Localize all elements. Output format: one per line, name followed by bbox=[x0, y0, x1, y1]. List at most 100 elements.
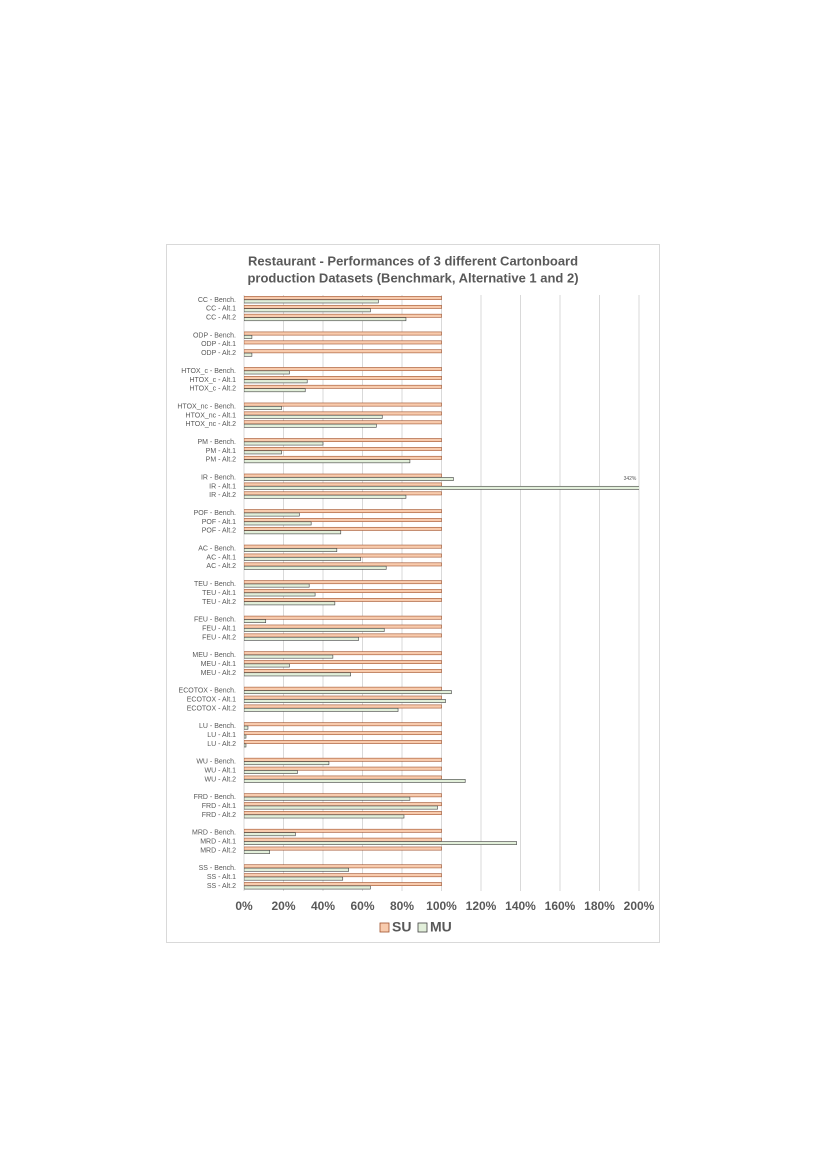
y-tick-label: PM - Alt.1 bbox=[206, 448, 236, 455]
y-tick-label: CC - Alt.1 bbox=[206, 306, 236, 313]
bar bbox=[244, 669, 442, 673]
y-tick-label: ODP - Bench. bbox=[193, 332, 236, 339]
x-tick-label: 180% bbox=[584, 899, 615, 913]
y-tick-label: HTOX_c - Alt.1 bbox=[189, 377, 236, 384]
y-tick-label: LU - Alt.2 bbox=[207, 741, 236, 748]
y-tick-label: MEU - Alt.1 bbox=[201, 661, 237, 668]
bar bbox=[244, 811, 442, 815]
x-tick-label: 60% bbox=[350, 899, 374, 913]
bar bbox=[244, 473, 442, 478]
bar bbox=[244, 876, 344, 881]
bar bbox=[244, 796, 411, 801]
bar bbox=[244, 304, 442, 309]
bar bbox=[244, 509, 442, 514]
bar bbox=[244, 802, 442, 807]
bar bbox=[244, 526, 442, 531]
x-tick-label: 120% bbox=[466, 899, 497, 913]
bar bbox=[244, 743, 247, 748]
legend-swatch bbox=[417, 922, 428, 933]
x-tick-label: 140% bbox=[505, 899, 536, 913]
bar bbox=[244, 828, 442, 833]
y-tick-label: ECOTOX - Alt.1 bbox=[187, 696, 236, 703]
y-tick-label: IR - Bench. bbox=[201, 474, 236, 481]
y-tick-label: ECOTOX - Bench. bbox=[179, 688, 237, 695]
y-tick-label: MRD - Alt.1 bbox=[200, 839, 236, 846]
bar bbox=[244, 308, 371, 313]
bar bbox=[244, 423, 377, 428]
bar bbox=[244, 379, 308, 384]
bar bbox=[244, 482, 442, 487]
y-tick-label: TEU - Alt.2 bbox=[202, 599, 236, 606]
bar bbox=[244, 832, 296, 837]
y-tick-label: SS - Alt.2 bbox=[207, 883, 236, 890]
y-tick-label: CC - Alt.2 bbox=[206, 315, 236, 322]
y-tick-label: SS - Bench. bbox=[199, 865, 236, 872]
y-tick-label: POF - Alt.1 bbox=[202, 519, 236, 526]
y-tick-label: HTOX_c - Bench. bbox=[181, 368, 236, 375]
bar bbox=[244, 725, 249, 730]
y-tick-label: FEU - Alt.1 bbox=[202, 625, 236, 632]
y-tick-label: WU - Alt.2 bbox=[204, 776, 236, 783]
bar bbox=[244, 455, 442, 460]
chart-title: Restaurant - Performances of 3 different… bbox=[248, 253, 578, 268]
bar bbox=[244, 770, 298, 774]
y-tick-label: FRD - Alt.1 bbox=[202, 803, 236, 810]
y-tick-label: FEU - Bench. bbox=[194, 617, 236, 624]
y-tick-label: WU - Bench. bbox=[196, 759, 236, 766]
bar bbox=[244, 548, 338, 552]
y-tick-label: ODP - Alt.1 bbox=[201, 341, 236, 348]
bar bbox=[244, 740, 442, 744]
bar bbox=[244, 580, 442, 585]
y-tick-label: AC - Bench. bbox=[198, 545, 236, 552]
bar bbox=[244, 624, 442, 629]
bar bbox=[244, 651, 442, 656]
bar bbox=[244, 636, 359, 641]
bar bbox=[244, 352, 253, 357]
y-tick-label: HTOX_c - Alt.2 bbox=[189, 386, 236, 393]
bar bbox=[244, 384, 442, 389]
y-tick-label: LU - Bench. bbox=[199, 723, 236, 730]
y-tick-label: FRD - Alt.2 bbox=[202, 812, 236, 819]
y-tick-label: ECOTOX - Alt.2 bbox=[187, 705, 236, 712]
bar bbox=[244, 565, 387, 570]
x-tick-label: 20% bbox=[271, 899, 295, 913]
bar bbox=[244, 402, 442, 407]
bar bbox=[244, 619, 267, 623]
y-tick-label: TEU - Alt.1 bbox=[202, 590, 236, 597]
y-tick-label: POF - Bench. bbox=[194, 510, 236, 517]
bar bbox=[244, 734, 247, 739]
y-tick-label: LU - Alt.1 bbox=[207, 732, 236, 739]
bar bbox=[244, 583, 310, 588]
bar bbox=[244, 731, 442, 736]
legend-label: MU bbox=[430, 919, 452, 935]
y-tick-label: MRD - Bench. bbox=[192, 830, 236, 837]
bar bbox=[244, 376, 442, 380]
bar bbox=[244, 867, 349, 872]
x-tick-label: 200% bbox=[624, 899, 655, 913]
bar bbox=[244, 766, 442, 771]
x-tick-label: 160% bbox=[545, 899, 576, 913]
bar bbox=[244, 447, 442, 451]
y-tick-label: TEU - Bench. bbox=[194, 581, 236, 588]
bar bbox=[244, 837, 442, 842]
x-tick-label: 100% bbox=[426, 899, 457, 913]
y-tick-label: PM - Alt.2 bbox=[206, 457, 236, 464]
y-tick-label: FEU - Alt.2 bbox=[202, 634, 236, 641]
data-label: 342% bbox=[624, 476, 637, 482]
bar bbox=[244, 438, 442, 442]
bar bbox=[244, 485, 639, 490]
y-tick-label: IR - Alt.2 bbox=[209, 492, 236, 499]
chart-title: production Datasets (Benchmark, Alternat… bbox=[247, 270, 578, 285]
bar bbox=[244, 530, 342, 535]
bar bbox=[244, 663, 290, 668]
bar bbox=[244, 557, 361, 561]
bar bbox=[244, 850, 270, 854]
bar bbox=[244, 775, 442, 780]
bar bbox=[244, 331, 442, 336]
bar bbox=[244, 340, 442, 345]
bar bbox=[244, 477, 454, 481]
bar bbox=[244, 761, 330, 766]
bar bbox=[244, 699, 446, 703]
bar bbox=[244, 299, 379, 304]
bar bbox=[244, 317, 407, 322]
